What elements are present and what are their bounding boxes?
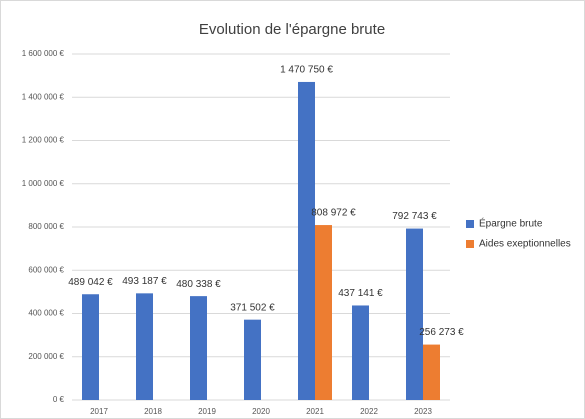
x-tick-label: 2022 [360,407,378,416]
data-label: 489 042 € [68,277,113,288]
y-tick-label: 600 000 € [28,265,64,274]
y-tick-label: 0 € [53,395,65,404]
data-label: 493 187 € [122,276,167,287]
bar [352,305,369,400]
bar [315,225,332,400]
y-tick-label: 1 000 000 € [22,179,65,188]
bar [82,294,99,400]
chart-title: Evolution de l'épargne brute [199,21,385,38]
data-label: 437 141 € [338,288,383,299]
data-label: 371 502 € [230,302,275,313]
y-tick-label: 1 200 000 € [22,136,65,145]
data-label: 808 972 € [311,208,356,219]
data-label: 1 470 750 € [280,65,333,76]
x-tick-label: 2019 [198,407,216,416]
bar [298,81,315,400]
y-tick-label: 800 000 € [28,222,64,231]
data-label: 792 743 € [392,211,437,222]
data-label: 256 273 € [419,327,464,338]
legend-label: Épargne brute [479,217,543,230]
legend-swatch [466,220,474,228]
legend-label: Aides exeptionnelles [479,239,571,250]
x-tick-label: 2018 [144,407,162,416]
y-tick-label: 1 600 000 € [22,49,65,58]
y-tick-label: 1 400 000 € [22,92,65,101]
bar [136,293,153,400]
data-label: 480 338 € [176,279,221,290]
y-tick-label: 400 000 € [28,309,64,318]
bar [423,344,440,400]
x-tick-label: 2020 [252,407,270,416]
bar [406,228,423,400]
legend-swatch [466,240,474,248]
y-tick-label: 200 000 € [28,352,64,361]
x-tick-label: 2023 [414,407,432,416]
x-tick-label: 2017 [90,407,108,416]
x-tick-label: 2021 [306,407,324,416]
bar [244,319,261,400]
bar [190,296,207,400]
